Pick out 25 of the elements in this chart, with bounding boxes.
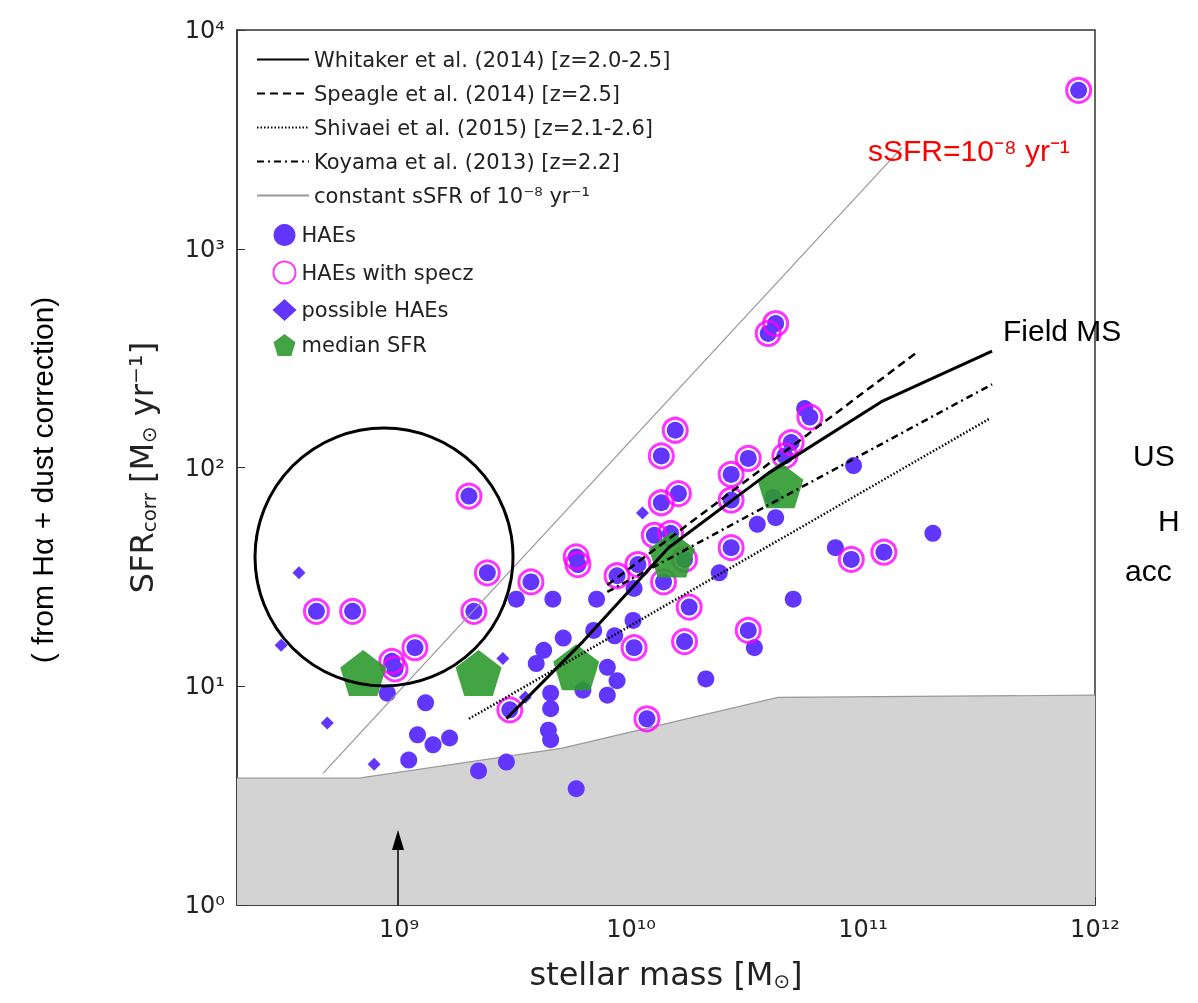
legend-label: Whitaker et al. (2014) [z=2.0-2.5] — [314, 47, 671, 72]
y-axis-title: SFRcorr [M⊙ yr⁻¹] — [122, 341, 161, 594]
y-tick-label: 10⁰ — [184, 891, 225, 919]
text: H — [1158, 503, 1180, 537]
y-tick-label: 10⁴ — [184, 16, 225, 44]
text: acc — [1125, 553, 1172, 587]
legend-label: Speagle et al. (2014) [z=2.5] — [314, 81, 620, 106]
legend-label: HAEs with specz — [301, 260, 474, 285]
legend-label: Koyama et al. (2013) [z=2.2] — [314, 149, 620, 174]
legend-label: median SFR — [301, 333, 427, 357]
y-tick-label: 10³ — [184, 234, 225, 263]
text: ( from Hα + dust correction) — [25, 296, 59, 664]
y-tick-label: 10² — [184, 453, 225, 482]
legend-label: possible HAEs — [301, 298, 449, 322]
x-tick-label: 10¹⁰ — [606, 915, 656, 943]
y-tick-label: 10¹ — [184, 672, 225, 701]
x-tick-label: 10¹² — [1070, 915, 1120, 943]
x-axis-title: stellar mass [M⊙] — [529, 955, 803, 994]
text: US — [1133, 438, 1175, 472]
legend-label: Shivaei et al. (2015) [z=2.1-2.6] — [314, 115, 653, 140]
legend-label: HAEs — [301, 223, 356, 247]
x-tick-label: 10⁹ — [379, 915, 420, 943]
legend-label: constant sSFR of 10⁻⁸ yr⁻¹ — [314, 183, 590, 208]
x-tick-label: 10¹¹ — [838, 915, 888, 943]
annotation: sSFR=10⁻⁸ yr⁻¹ — [868, 133, 1070, 167]
